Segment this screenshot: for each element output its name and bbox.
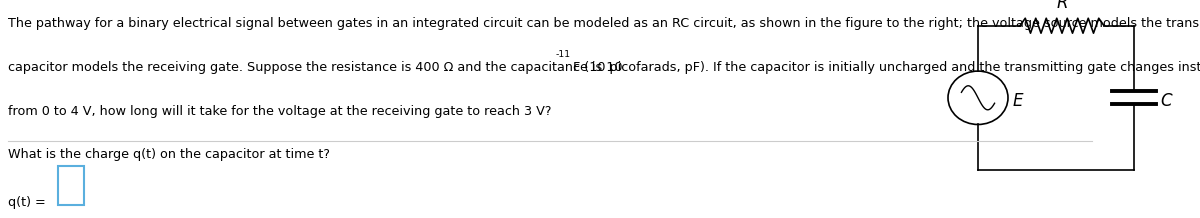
Text: q(t) =: q(t) = [8, 196, 46, 209]
Text: capacitor models the receiving gate. Suppose the resistance is 400 Ω and the cap: capacitor models the receiving gate. Sup… [8, 61, 623, 74]
Text: What is the charge q(t) on the capacitor at time t?: What is the charge q(t) on the capacitor… [8, 148, 330, 161]
Text: C: C [1160, 92, 1172, 110]
Text: -11: -11 [556, 50, 571, 59]
Text: from 0 to 4 V, how long will it take for the voltage at the receiving gate to re: from 0 to 4 V, how long will it take for… [8, 105, 552, 118]
Text: F (10 picofarads, pF). If the capacitor is initially uncharged and the transmitt: F (10 picofarads, pF). If the capacitor … [569, 61, 1200, 74]
Text: The pathway for a binary electrical signal between gates in an integrated circui: The pathway for a binary electrical sign… [8, 17, 1200, 31]
Text: R: R [1056, 0, 1068, 12]
Text: E: E [1013, 92, 1024, 110]
